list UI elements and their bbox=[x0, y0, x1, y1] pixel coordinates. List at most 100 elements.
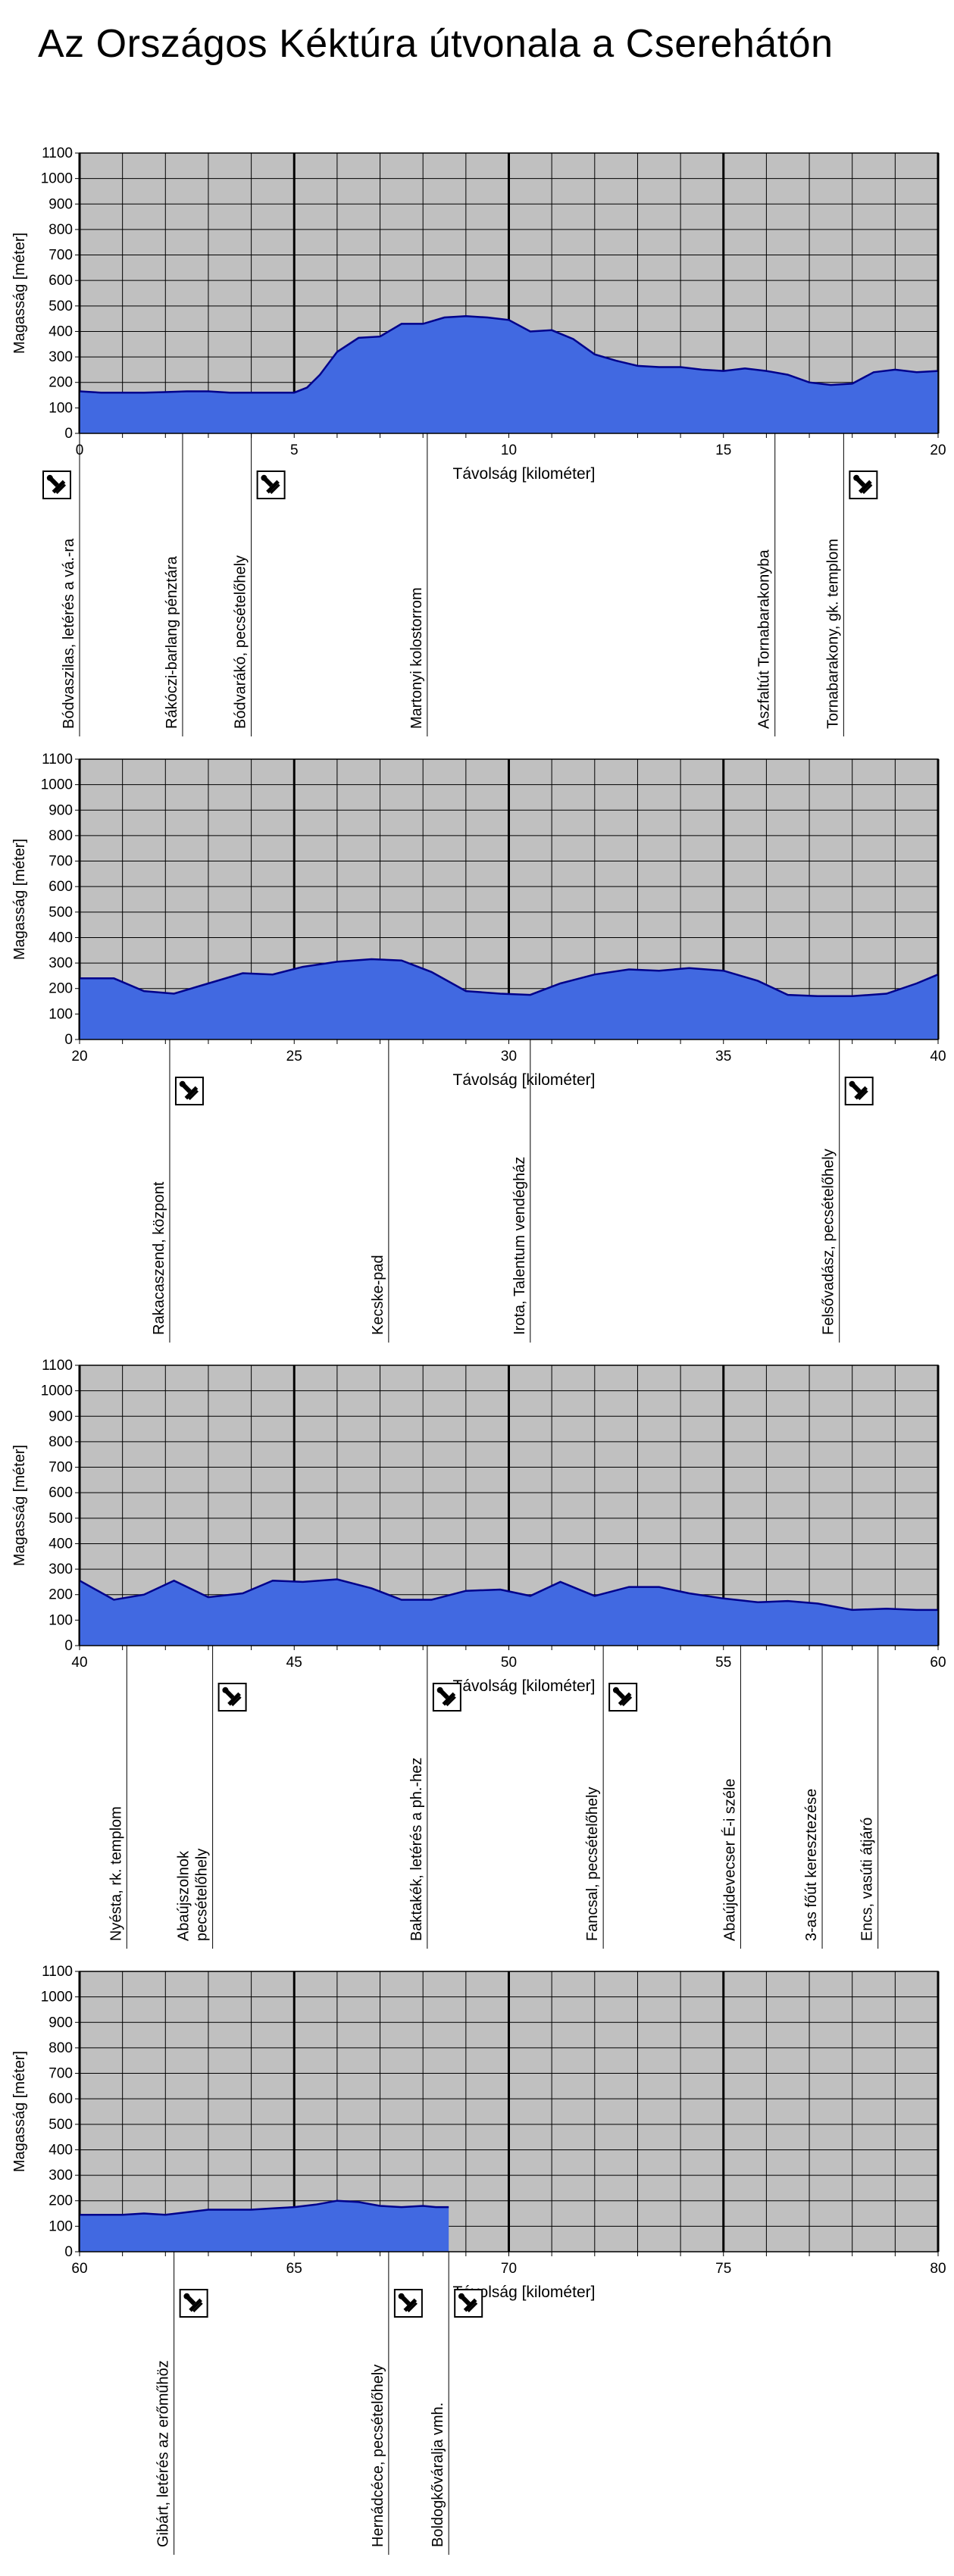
landmark-label: Baktakék, letérés a ph.-hez bbox=[408, 1758, 425, 1941]
stamp-icon-glyph bbox=[458, 2293, 478, 2313]
stamp-icon-pad bbox=[862, 483, 873, 495]
landmark-label: Martonyi kolostorrom bbox=[408, 587, 425, 729]
landmark-label: Hernádcéce, pecsételőhely bbox=[370, 2365, 386, 2547]
landmark-label: Abaújszolnok pecsételőhely bbox=[176, 1849, 211, 1941]
y-tick-label: 0 bbox=[64, 1032, 73, 1048]
stamp-icon bbox=[179, 2289, 208, 2318]
y-tick-label: 1000 bbox=[41, 171, 73, 187]
y-tick-label: 300 bbox=[48, 1562, 73, 1577]
stamp-icon-base bbox=[227, 1692, 241, 1706]
y-tick-label: 300 bbox=[48, 349, 73, 365]
y-tick-label: 700 bbox=[48, 2066, 73, 2082]
stamp-icon bbox=[844, 1077, 874, 1105]
stamp-icon-glyph bbox=[436, 1687, 456, 1707]
stamp-icon-glyph bbox=[398, 2293, 418, 2313]
stamp-icon-base bbox=[403, 2298, 418, 2312]
x-tick-label: 70 bbox=[501, 2261, 517, 2277]
stamp-icon-knob bbox=[849, 1080, 855, 1087]
elevation-area bbox=[80, 2200, 449, 2252]
y-tick-label: 600 bbox=[48, 2091, 73, 2107]
stamp-icon-pad bbox=[621, 1696, 633, 1707]
y-tick-label: 200 bbox=[48, 1587, 73, 1603]
stamp-icon-glyph bbox=[853, 474, 873, 495]
y-axis-label: Magasság [méter] bbox=[11, 1445, 28, 1566]
y-tick-label: 500 bbox=[48, 2117, 73, 2133]
stamp-icon-base bbox=[618, 1692, 632, 1706]
plot-frame bbox=[79, 152, 939, 434]
landmark-label-line: Tornabarakony, gk. templom bbox=[824, 539, 841, 729]
plot-frame bbox=[79, 1971, 939, 2252]
elevation-line bbox=[79, 315, 939, 394]
elevation-chart-3: 0 100 200 300 400 500 600 700 800 900 1000 1100 40 45… bbox=[11, 1358, 946, 1949]
y-tick-label: 200 bbox=[48, 981, 73, 997]
stamp-icon-knob bbox=[179, 1080, 186, 1087]
y-tick-label: 900 bbox=[48, 196, 73, 212]
landmark-label-line: Nyésta, rk. templom bbox=[108, 1806, 124, 1941]
plot-frame bbox=[79, 1365, 939, 1646]
stamp-icon-pad bbox=[188, 1089, 199, 1101]
stamp-icon bbox=[432, 1683, 461, 1712]
stamp-icon-glyph bbox=[849, 1080, 868, 1101]
y-tick-label: 900 bbox=[48, 802, 73, 818]
x-tick-label: 15 bbox=[715, 442, 731, 458]
stamp-icon-pad bbox=[446, 1696, 456, 1707]
elevation-chart-4: 0 100 200 300 400 500 600 700 800 900 1000 1100 60 65… bbox=[11, 1964, 946, 2555]
y-tick-label: 500 bbox=[48, 905, 73, 921]
x-tick-label: 50 bbox=[501, 1655, 517, 1671]
landmark-label-line: Kecske-pad bbox=[370, 1255, 386, 1335]
stamp-icon-base bbox=[463, 2298, 477, 2312]
landmark-label-line: 3-as főút keresztezése bbox=[803, 1789, 820, 1941]
landmark-label-line: Baktakék, letérés a ph.-hez bbox=[408, 1758, 425, 1941]
stamp-icon-glyph bbox=[612, 1687, 633, 1707]
landmark-label-line: Aszfaltút Tornabarakonyba bbox=[756, 549, 773, 729]
stamp-icon-base bbox=[266, 480, 280, 494]
landmark-label: Rakacaszend, központ bbox=[151, 1181, 167, 1335]
stamp-icon bbox=[217, 1683, 247, 1712]
landmark-label: Nyésta, rk. templom bbox=[108, 1806, 124, 1941]
elevation-area bbox=[80, 316, 938, 433]
y-tick-label: 100 bbox=[48, 2218, 73, 2234]
y-axis-label: Magasság [méter] bbox=[11, 2051, 28, 2172]
y-tick-label: 400 bbox=[48, 324, 73, 339]
landmark-label: Kecske-pad bbox=[370, 1255, 386, 1335]
stamp-icon-base bbox=[189, 2298, 202, 2312]
plot-frame bbox=[79, 758, 939, 1040]
x-tick-label: 60 bbox=[71, 2261, 87, 2277]
x-axis-label: Távolság [kilométer] bbox=[453, 1071, 596, 1089]
y-tick-label: 1100 bbox=[42, 1358, 73, 1374]
stamp-icon-pad bbox=[858, 1089, 868, 1101]
y-tick-label: 400 bbox=[48, 2142, 73, 2158]
elevation-line bbox=[80, 958, 939, 998]
stamp-icon-pad bbox=[231, 1696, 242, 1707]
y-tick-label: 800 bbox=[48, 2040, 73, 2056]
landmark-label-line: Encs, vasúti átjáró bbox=[859, 1818, 876, 1941]
landmark-label-line: Hernádcéce, pecsételőhely bbox=[370, 2365, 386, 2547]
y-tick-label: 1000 bbox=[41, 1383, 73, 1399]
y-tick-label: 900 bbox=[48, 2015, 73, 2030]
y-tick-label: 1000 bbox=[41, 1990, 73, 2005]
stamp-icon-base bbox=[854, 1086, 868, 1100]
y-tick-label: 200 bbox=[48, 375, 73, 391]
landmark-label-line: Boldogkőváralja vmh. bbox=[430, 2402, 446, 2547]
elevation-line bbox=[79, 1578, 938, 1612]
x-tick-label: 75 bbox=[715, 2261, 731, 2277]
y-tick-label: 800 bbox=[48, 222, 73, 238]
landmark-label-line: pecsételőhely bbox=[194, 1849, 211, 1941]
x-tick-label: 30 bbox=[501, 1049, 517, 1064]
x-tick-label: 5 bbox=[290, 442, 299, 458]
chart-panel-4: 0 100 200 300 400 500 600 700 800 900 1000 1100 60 65… bbox=[0, 1962, 954, 2568]
landmark-label: Felsővadász, pecsételőhely bbox=[821, 1149, 837, 1335]
y-tick-label: 500 bbox=[48, 1511, 73, 1527]
stamp-icon-base bbox=[442, 1692, 456, 1706]
y-tick-label: 1100 bbox=[42, 1964, 73, 1980]
y-tick-label: 400 bbox=[48, 1536, 73, 1552]
x-tick-label: 55 bbox=[715, 1655, 731, 1671]
y-tick-label: 300 bbox=[48, 2168, 73, 2184]
stamp-icon-knob bbox=[222, 1687, 229, 1693]
x-axis-label: Távolság [kilométer] bbox=[453, 1677, 596, 1695]
x-axis-label: Távolság [kilométer] bbox=[453, 465, 596, 483]
landmark-label-line: Martonyi kolostorrom bbox=[408, 587, 425, 729]
landmark-label-line: Irota, Talentum vendégház bbox=[511, 1157, 528, 1335]
landmark-label: Irota, Talentum vendégház bbox=[511, 1157, 528, 1335]
stamp-icon-pad bbox=[407, 2302, 418, 2313]
